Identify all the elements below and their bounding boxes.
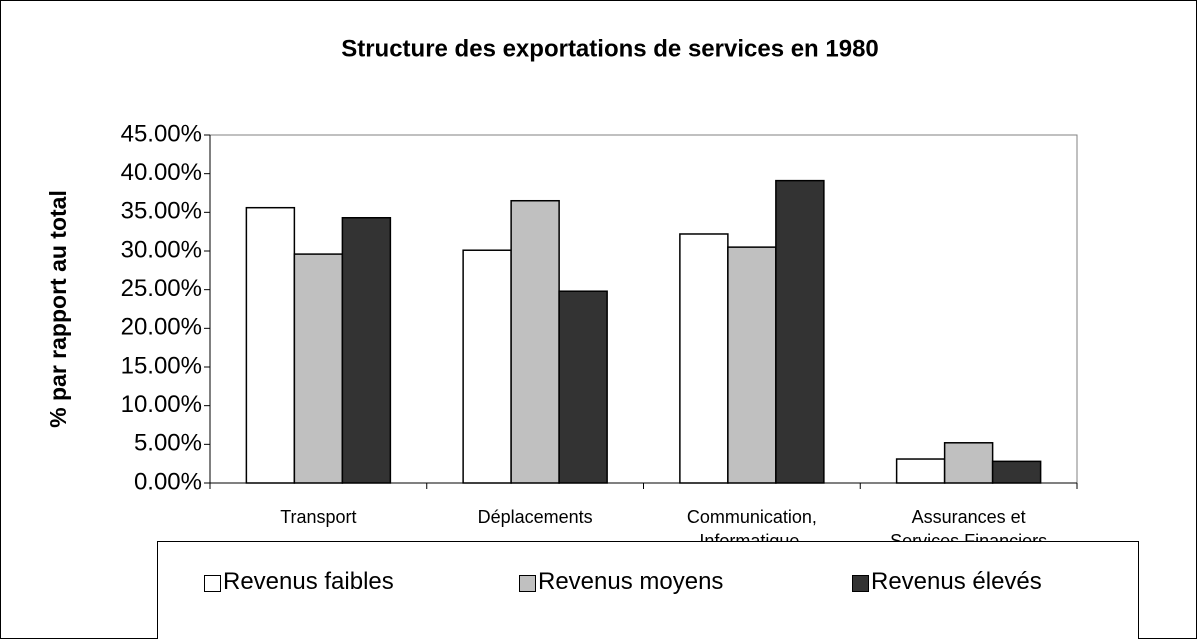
bar — [462, 249, 512, 484]
chart-title: Structure des exportations de services e… — [341, 35, 879, 62]
y-tick-label: 0.00% — [134, 468, 202, 495]
y-tick-label: 20.00% — [121, 314, 202, 341]
y-tick-label: 5.00% — [134, 430, 202, 457]
legend-label: Revenus faibles — [223, 568, 394, 595]
y-tick-label: 25.00% — [121, 275, 202, 302]
x-tick-label: Déplacements — [477, 507, 593, 527]
y-tick-label: 40.00% — [121, 159, 202, 186]
x-tick-label: Transport — [280, 507, 357, 527]
legend-swatch — [519, 575, 536, 592]
legend-label: Revenus moyens — [538, 568, 724, 595]
bar — [727, 246, 777, 484]
bar — [293, 253, 344, 484]
y-tick-label: 15.00% — [121, 352, 202, 379]
y-tick-label: 45.00% — [121, 120, 202, 147]
y-tick-label: 30.00% — [121, 236, 202, 263]
bar — [245, 206, 296, 484]
bar — [943, 442, 994, 484]
bar — [775, 179, 825, 484]
bar — [341, 216, 392, 484]
bar — [510, 199, 560, 484]
legend-swatch — [204, 575, 221, 592]
legend-label: Revenus élevés — [871, 568, 1042, 595]
y-tick-label: 35.00% — [121, 198, 202, 225]
legend: Revenus faibles Revenus moyens Revenus éle… — [157, 541, 1139, 639]
y-axis-label: % par rapport au total — [45, 190, 71, 428]
bar — [991, 460, 1042, 484]
y-tick-label: 10.00% — [121, 391, 202, 418]
bar — [558, 290, 608, 484]
bar — [679, 233, 729, 484]
bar — [895, 458, 946, 484]
legend-swatch — [852, 575, 869, 592]
